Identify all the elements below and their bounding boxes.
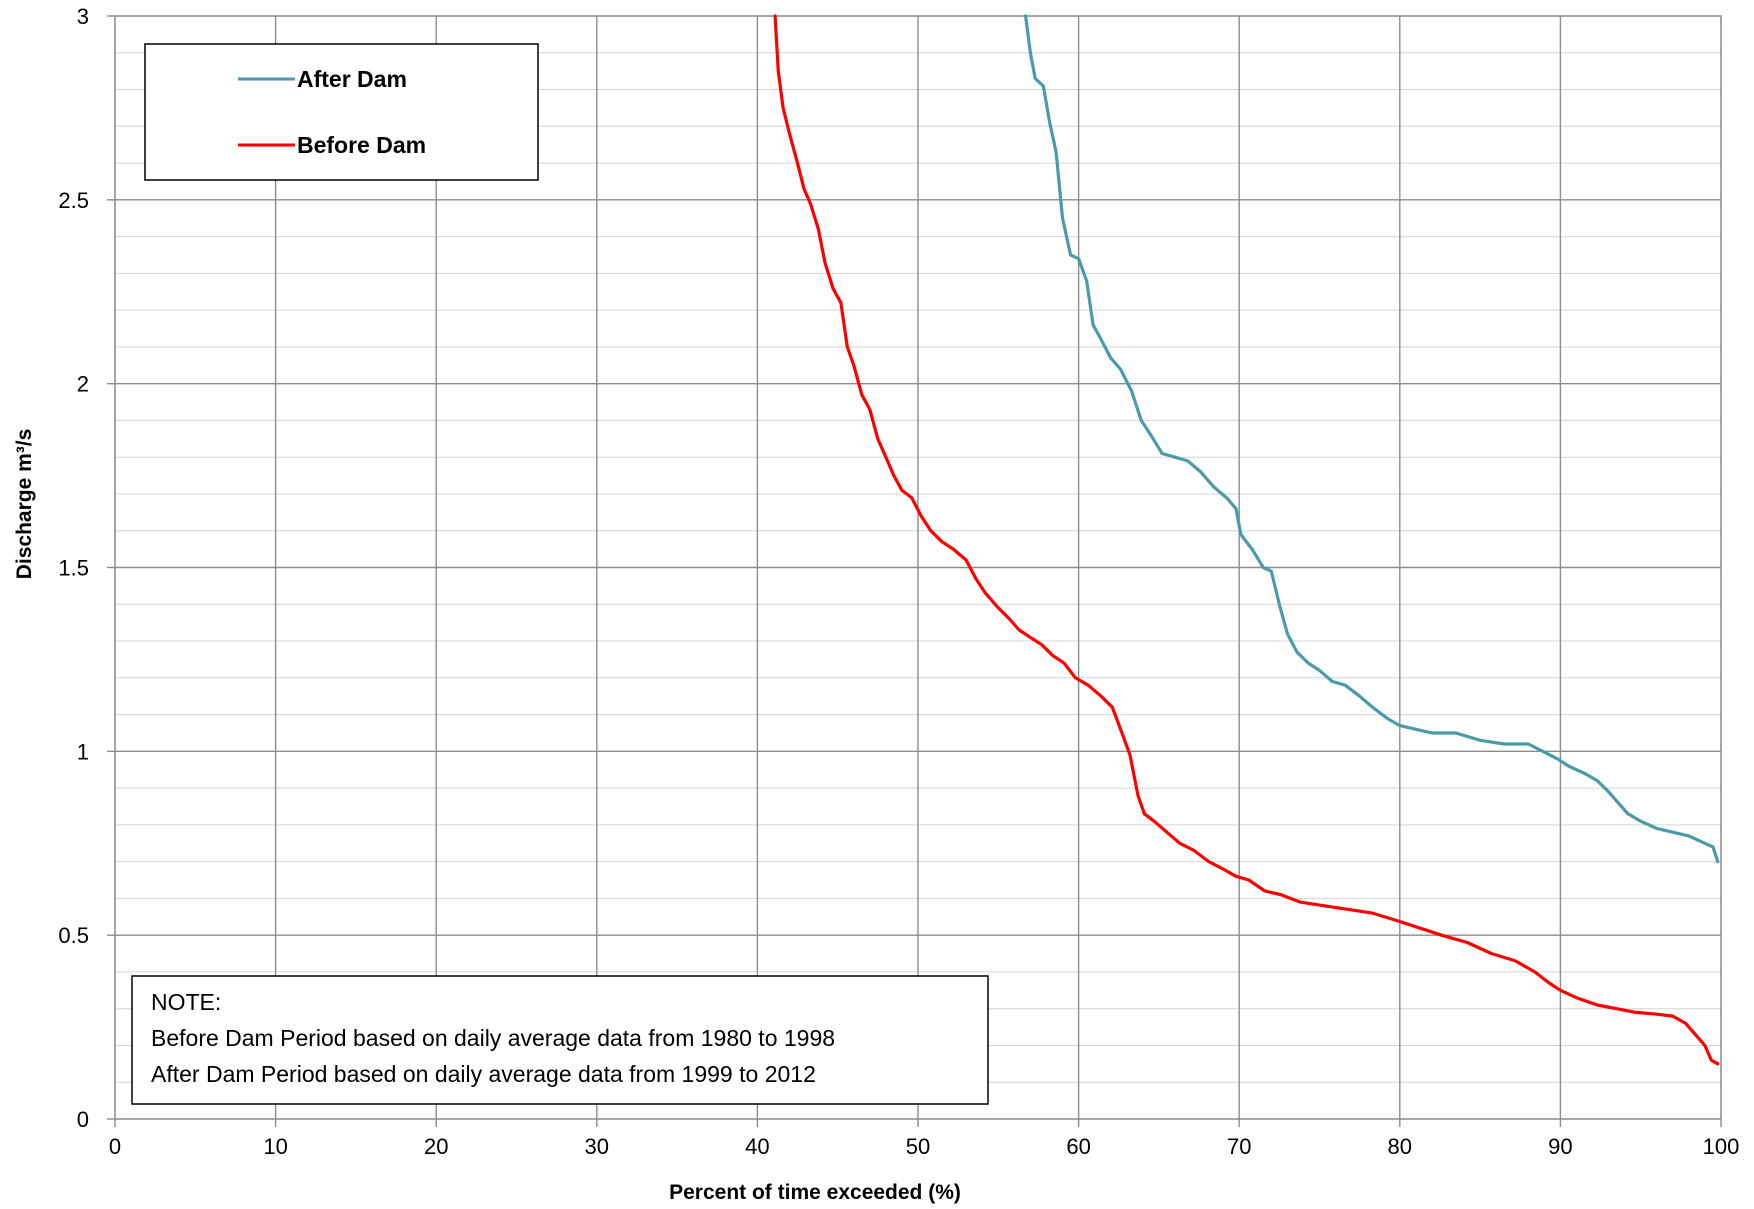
x-tick-label: 70	[1227, 1134, 1251, 1159]
legend-before-dam-label: Before Dam	[297, 132, 426, 158]
x-tick-label: 50	[906, 1134, 930, 1159]
legend: After Dam Before Dam	[144, 43, 539, 181]
x-tick-label: 10	[263, 1134, 287, 1159]
x-tick-label: 30	[585, 1134, 609, 1159]
note-frame	[131, 975, 989, 1105]
x-tick-label: 0	[109, 1134, 121, 1159]
y-tick-label: 2.5	[58, 188, 89, 213]
y-tick-label: 1.5	[58, 556, 89, 581]
x-tick-label: 80	[1388, 1134, 1412, 1159]
y-tick-label: 3	[77, 4, 89, 29]
x-axis-title: Percent of time exceeded (%)	[669, 1181, 961, 1204]
note-line-1: Before Dam Period based on daily average…	[151, 1025, 835, 1051]
note-line-2: After Dam Period based on daily average …	[151, 1061, 816, 1087]
major-gridlines	[115, 16, 1721, 1119]
y-tick-label: 2	[77, 372, 89, 397]
y-tick-label: 0.5	[58, 923, 89, 948]
series-line-after-dam	[1023, 14, 1720, 864]
x-tick-label: 90	[1548, 1134, 1572, 1159]
y-tick-label: 0	[77, 1107, 89, 1132]
x-tick-label: 100	[1703, 1134, 1740, 1159]
x-tick-label: 60	[1066, 1134, 1090, 1159]
y-axis-title: Discharge m³/s	[13, 429, 36, 580]
axis-tick-labels: 0 10 20 30 40 50 60 70 80 90 100 0 0.5 1 1.5 2 2.5 3	[58, 4, 1739, 1159]
axis-ticks	[107, 15, 1722, 1127]
note-box: NOTE: Before Dam Period based on daily a…	[131, 975, 989, 1105]
series-line-before-dam	[773, 14, 1720, 1066]
x-tick-label: 40	[745, 1134, 769, 1159]
legend-box	[144, 43, 539, 181]
note-heading: NOTE:	[151, 989, 221, 1015]
series-lines	[773, 14, 1720, 1066]
legend-after-dam-label: After Dam	[297, 66, 407, 92]
y-tick-label: 1	[77, 739, 89, 764]
x-tick-label: 20	[424, 1134, 448, 1159]
